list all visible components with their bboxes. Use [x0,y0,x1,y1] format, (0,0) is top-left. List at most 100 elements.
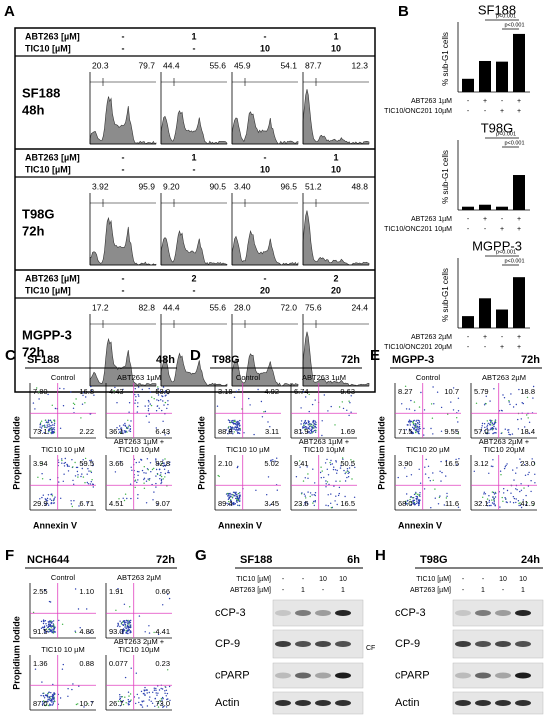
event-dot [160,479,163,482]
event-dot [445,475,447,477]
row-value: - [282,587,285,594]
event-dot [152,691,154,693]
event-dot [121,631,123,633]
event-dot [327,505,329,507]
x-axis-label: Annexin V [33,520,77,530]
event-dot [418,420,420,422]
event-dot [415,502,418,505]
event-dot [122,624,125,626]
event-dot [230,421,232,424]
event-dot [419,492,421,494]
event-dot [236,430,238,432]
event-dot [53,419,55,421]
event-dot [457,410,460,412]
event-dot [163,404,165,406]
histogram [231,230,299,266]
time-point: 72h [22,344,44,359]
band [455,641,471,647]
event-dot [412,432,414,434]
event-dot [40,627,43,629]
quadrant-percent: 53.0 [155,387,170,396]
event-dot [457,421,459,423]
quadrant-percent: 3.66 [109,459,124,468]
event-dot [485,432,487,434]
percent: 72.0 [280,302,297,312]
event-dot [404,467,406,469]
event-dot [47,429,50,432]
event-dot [130,497,132,500]
event-dot [491,428,494,431]
event-dot [127,632,129,634]
event-dot [311,428,313,431]
event-dot [532,385,535,388]
event-dot [507,431,510,433]
event-dot [161,703,163,705]
event-dot [492,491,495,494]
event-dot [225,493,228,495]
event-dot [440,406,443,409]
event-dot [77,608,80,610]
row-label: TIC10/ONC201 10µM [384,108,452,115]
row-value: + [500,344,504,351]
event-dot [45,623,47,625]
event-dot [50,499,53,502]
event-dot [46,421,48,423]
event-dot [410,501,412,503]
row-value: 1 [301,587,305,594]
event-dot [311,494,313,496]
event-dot [164,690,166,692]
event-dot [334,469,337,471]
event-dot [415,497,418,500]
bar [462,78,474,92]
event-dot [138,697,140,699]
event-dot [335,461,337,463]
event-dot [79,627,81,629]
event-dot [350,395,352,397]
quadrant-percent: 16.5 [444,459,459,468]
percent: 20.3 [92,60,109,70]
event-dot [153,689,156,691]
event-dot [147,399,150,402]
event-dot [48,423,50,425]
event-dot [84,402,86,404]
event-dot [339,467,342,469]
event-dot [46,424,48,426]
event-dot [53,692,55,694]
band [515,672,531,679]
event-dot [308,410,310,413]
event-dot [147,478,149,480]
event-dot [122,424,125,426]
quadrant-percent: 1.36 [33,659,48,668]
row-value: - [122,43,125,53]
event-dot [41,478,44,480]
event-dot [167,470,170,472]
quadrant-percent: 6.71 [79,499,94,508]
event-dot [513,479,515,481]
event-dot [76,470,79,473]
event-dot [491,502,494,504]
event-dot [51,421,53,424]
event-dot [141,469,144,472]
event-dot [503,488,505,490]
event-dot [47,393,49,396]
event-dot [155,687,157,690]
quadrant-percent: 6.74 [294,387,309,396]
event-dot [87,468,89,470]
event-dot [116,402,118,404]
event-dot [51,701,53,703]
event-dot [521,402,523,404]
row-value: 10 [499,576,507,583]
band [475,610,491,616]
event-dot [424,473,427,475]
band-label: cCP-3 [215,607,246,619]
event-dot [143,487,146,489]
event-dot [229,496,231,499]
event-dot [335,495,337,497]
event-dot [513,497,516,500]
event-dot [525,504,527,506]
event-dot [71,459,73,461]
event-dot [45,498,47,501]
event-dot [417,432,420,434]
event-dot [168,685,171,688]
event-dot [87,483,90,485]
